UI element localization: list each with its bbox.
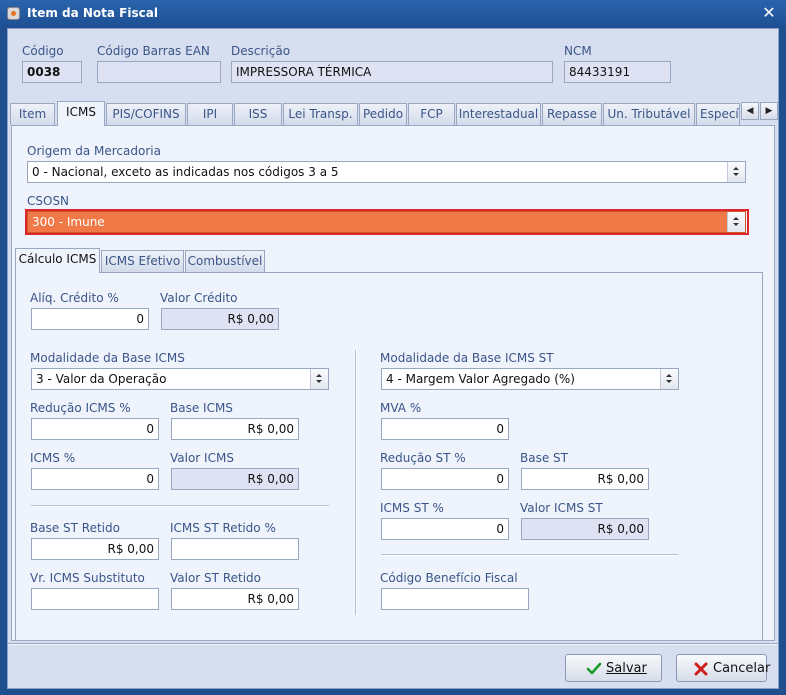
tab-un-tributavel[interactable]: Un. Tributável [603, 103, 695, 125]
origem-value: 0 - Nacional, exceto as indicadas nos có… [32, 165, 339, 179]
close-icon[interactable]: ✕ [762, 3, 776, 22]
reducao-st-input[interactable]: 0 [381, 468, 509, 490]
tab-interestadual[interactable]: Interestadual [456, 103, 541, 125]
base-icms-input[interactable]: R$ 0,00 [171, 418, 299, 440]
codigo-field[interactable]: 0038 [22, 61, 82, 83]
aliq-credito-label: Alíq. Crédito % [30, 291, 119, 305]
valor-st-retido-label: Valor ST Retido [170, 571, 261, 585]
tab-pedido[interactable]: Pedido [359, 103, 407, 125]
descricao-field[interactable]: IMPRESSORA TÉRMICA [231, 61, 553, 83]
check-icon [586, 662, 602, 675]
barras-label: Código Barras EAN [97, 44, 210, 58]
icms-st-pct-input[interactable]: 0 [381, 518, 509, 540]
csosn-select[interactable]: 300 - Imune [27, 211, 746, 233]
tab-scroll-left-icon[interactable]: ◀ [741, 102, 759, 120]
modalidade-st-label: Modalidade da Base ICMS ST [380, 351, 554, 365]
title-bar: Item da Nota Fiscal ✕ [0, 0, 786, 28]
csosn-value: 300 - Imune [32, 215, 105, 229]
valor-icms-label: Valor ICMS [170, 451, 234, 465]
origem-select[interactable]: 0 - Nacional, exceto as indicadas nos có… [27, 161, 746, 183]
tab-lei-transp[interactable]: Lei Transp. [283, 103, 358, 125]
column-divider [355, 350, 357, 615]
aliq-credito-input[interactable]: 0 [31, 308, 149, 330]
icms-pct-input[interactable]: 0 [31, 468, 159, 490]
valor-icms-st-label: Valor ICMS ST [520, 501, 603, 515]
modalidade-st-select[interactable]: 4 - Margem Valor Agregado (%) [381, 368, 679, 390]
spin-arrow-icon[interactable] [727, 162, 745, 182]
modalidade-label: Modalidade da Base ICMS [30, 351, 185, 365]
codigo-label: Código [22, 44, 64, 58]
spin-arrow-icon[interactable] [727, 212, 745, 232]
valor-credito-label: Valor Crédito [160, 291, 238, 305]
valor-icms-field: R$ 0,00 [171, 468, 299, 490]
spin-arrow-icon[interactable] [310, 369, 328, 389]
tab-iss[interactable]: ISS [234, 103, 282, 125]
reducao-st-label: Redução ST % [380, 451, 466, 465]
footer-divider [8, 643, 778, 645]
csosn-error-highlight [25, 209, 749, 235]
tab-ipi[interactable]: IPI [187, 103, 233, 125]
cancelar-label: Cancelar [713, 661, 771, 676]
tab-fcp[interactable]: FCP [408, 103, 455, 125]
origem-label: Origem da Mercadoria [27, 144, 161, 158]
tab-especifico[interactable]: Específ [696, 103, 740, 125]
modalidade-select[interactable]: 3 - Valor da Operação [31, 368, 329, 390]
barras-field[interactable] [97, 61, 221, 83]
dialog-body: Código 0038 Código Barras EAN Descrição … [7, 28, 779, 689]
icms-st-pct-label: ICMS ST % [380, 501, 444, 515]
tab-icms[interactable]: ICMS [57, 101, 105, 126]
window-title: Item da Nota Fiscal [27, 6, 158, 20]
tab-pis-cofins[interactable]: PIS/COFINS [106, 103, 186, 125]
descricao-label: Descrição [231, 44, 291, 58]
cancelar-button[interactable]: Cancelar [676, 654, 771, 682]
left-divider [31, 505, 329, 507]
reducao-icms-input[interactable]: 0 [31, 418, 159, 440]
vr-icms-substituto-label: Vr. ICMS Substituto [30, 571, 145, 585]
calculo-icms-panel [15, 272, 763, 641]
valor-st-retido-input[interactable]: R$ 0,00 [171, 588, 299, 610]
tab-item[interactable]: Item [10, 103, 55, 125]
base-st-label: Base ST [520, 451, 568, 465]
icms-st-retido-input[interactable] [171, 538, 299, 560]
icms-pct-label: ICMS % [30, 451, 76, 465]
csosn-label: CSOSN [27, 194, 70, 208]
vr-icms-substituto-input[interactable] [31, 588, 159, 610]
modalidade-st-value: 4 - Margem Valor Agregado (%) [386, 372, 575, 386]
modalidade-value: 3 - Valor da Operação [36, 372, 167, 386]
cod-beneficio-label: Código Benefício Fiscal [380, 571, 518, 585]
base-st-retido-label: Base ST Retido [30, 521, 120, 535]
valor-icms-st-field: R$ 0,00 [521, 518, 649, 540]
base-st-retido-input[interactable]: R$ 0,00 [31, 538, 159, 560]
mva-label: MVA % [380, 401, 422, 415]
cod-beneficio-input[interactable] [381, 588, 529, 610]
icms-st-retido-label: ICMS ST Retido % [170, 521, 276, 535]
salvar-label: Salvar [606, 661, 647, 676]
main-tabs: Item ICMS PIS/COFINS IPI ISS Lei Transp.… [8, 101, 778, 126]
salvar-button[interactable]: Salvar [565, 654, 662, 682]
base-st-input[interactable]: R$ 0,00 [521, 468, 649, 490]
mva-input[interactable]: 0 [381, 418, 509, 440]
tab-scroll-right-icon[interactable]: ▶ [760, 102, 778, 120]
right-divider [381, 554, 679, 556]
cancel-x-icon [694, 662, 708, 676]
subtab-calculo-icms[interactable]: Cálculo ICMS [15, 248, 100, 273]
ncm-field[interactable]: 84433191 [564, 61, 671, 83]
reducao-icms-label: Redução ICMS % [30, 401, 131, 415]
spin-arrow-icon[interactable] [660, 369, 678, 389]
subtab-combustivel[interactable]: Combustível [185, 250, 265, 272]
base-icms-label: Base ICMS [170, 401, 233, 415]
ncm-label: NCM [564, 44, 592, 58]
subtab-icms-efetivo[interactable]: ICMS Efetivo [101, 250, 184, 272]
tab-repasse[interactable]: Repasse [542, 103, 602, 125]
app-icon [7, 7, 20, 20]
valor-credito-field: R$ 0,00 [161, 308, 279, 330]
